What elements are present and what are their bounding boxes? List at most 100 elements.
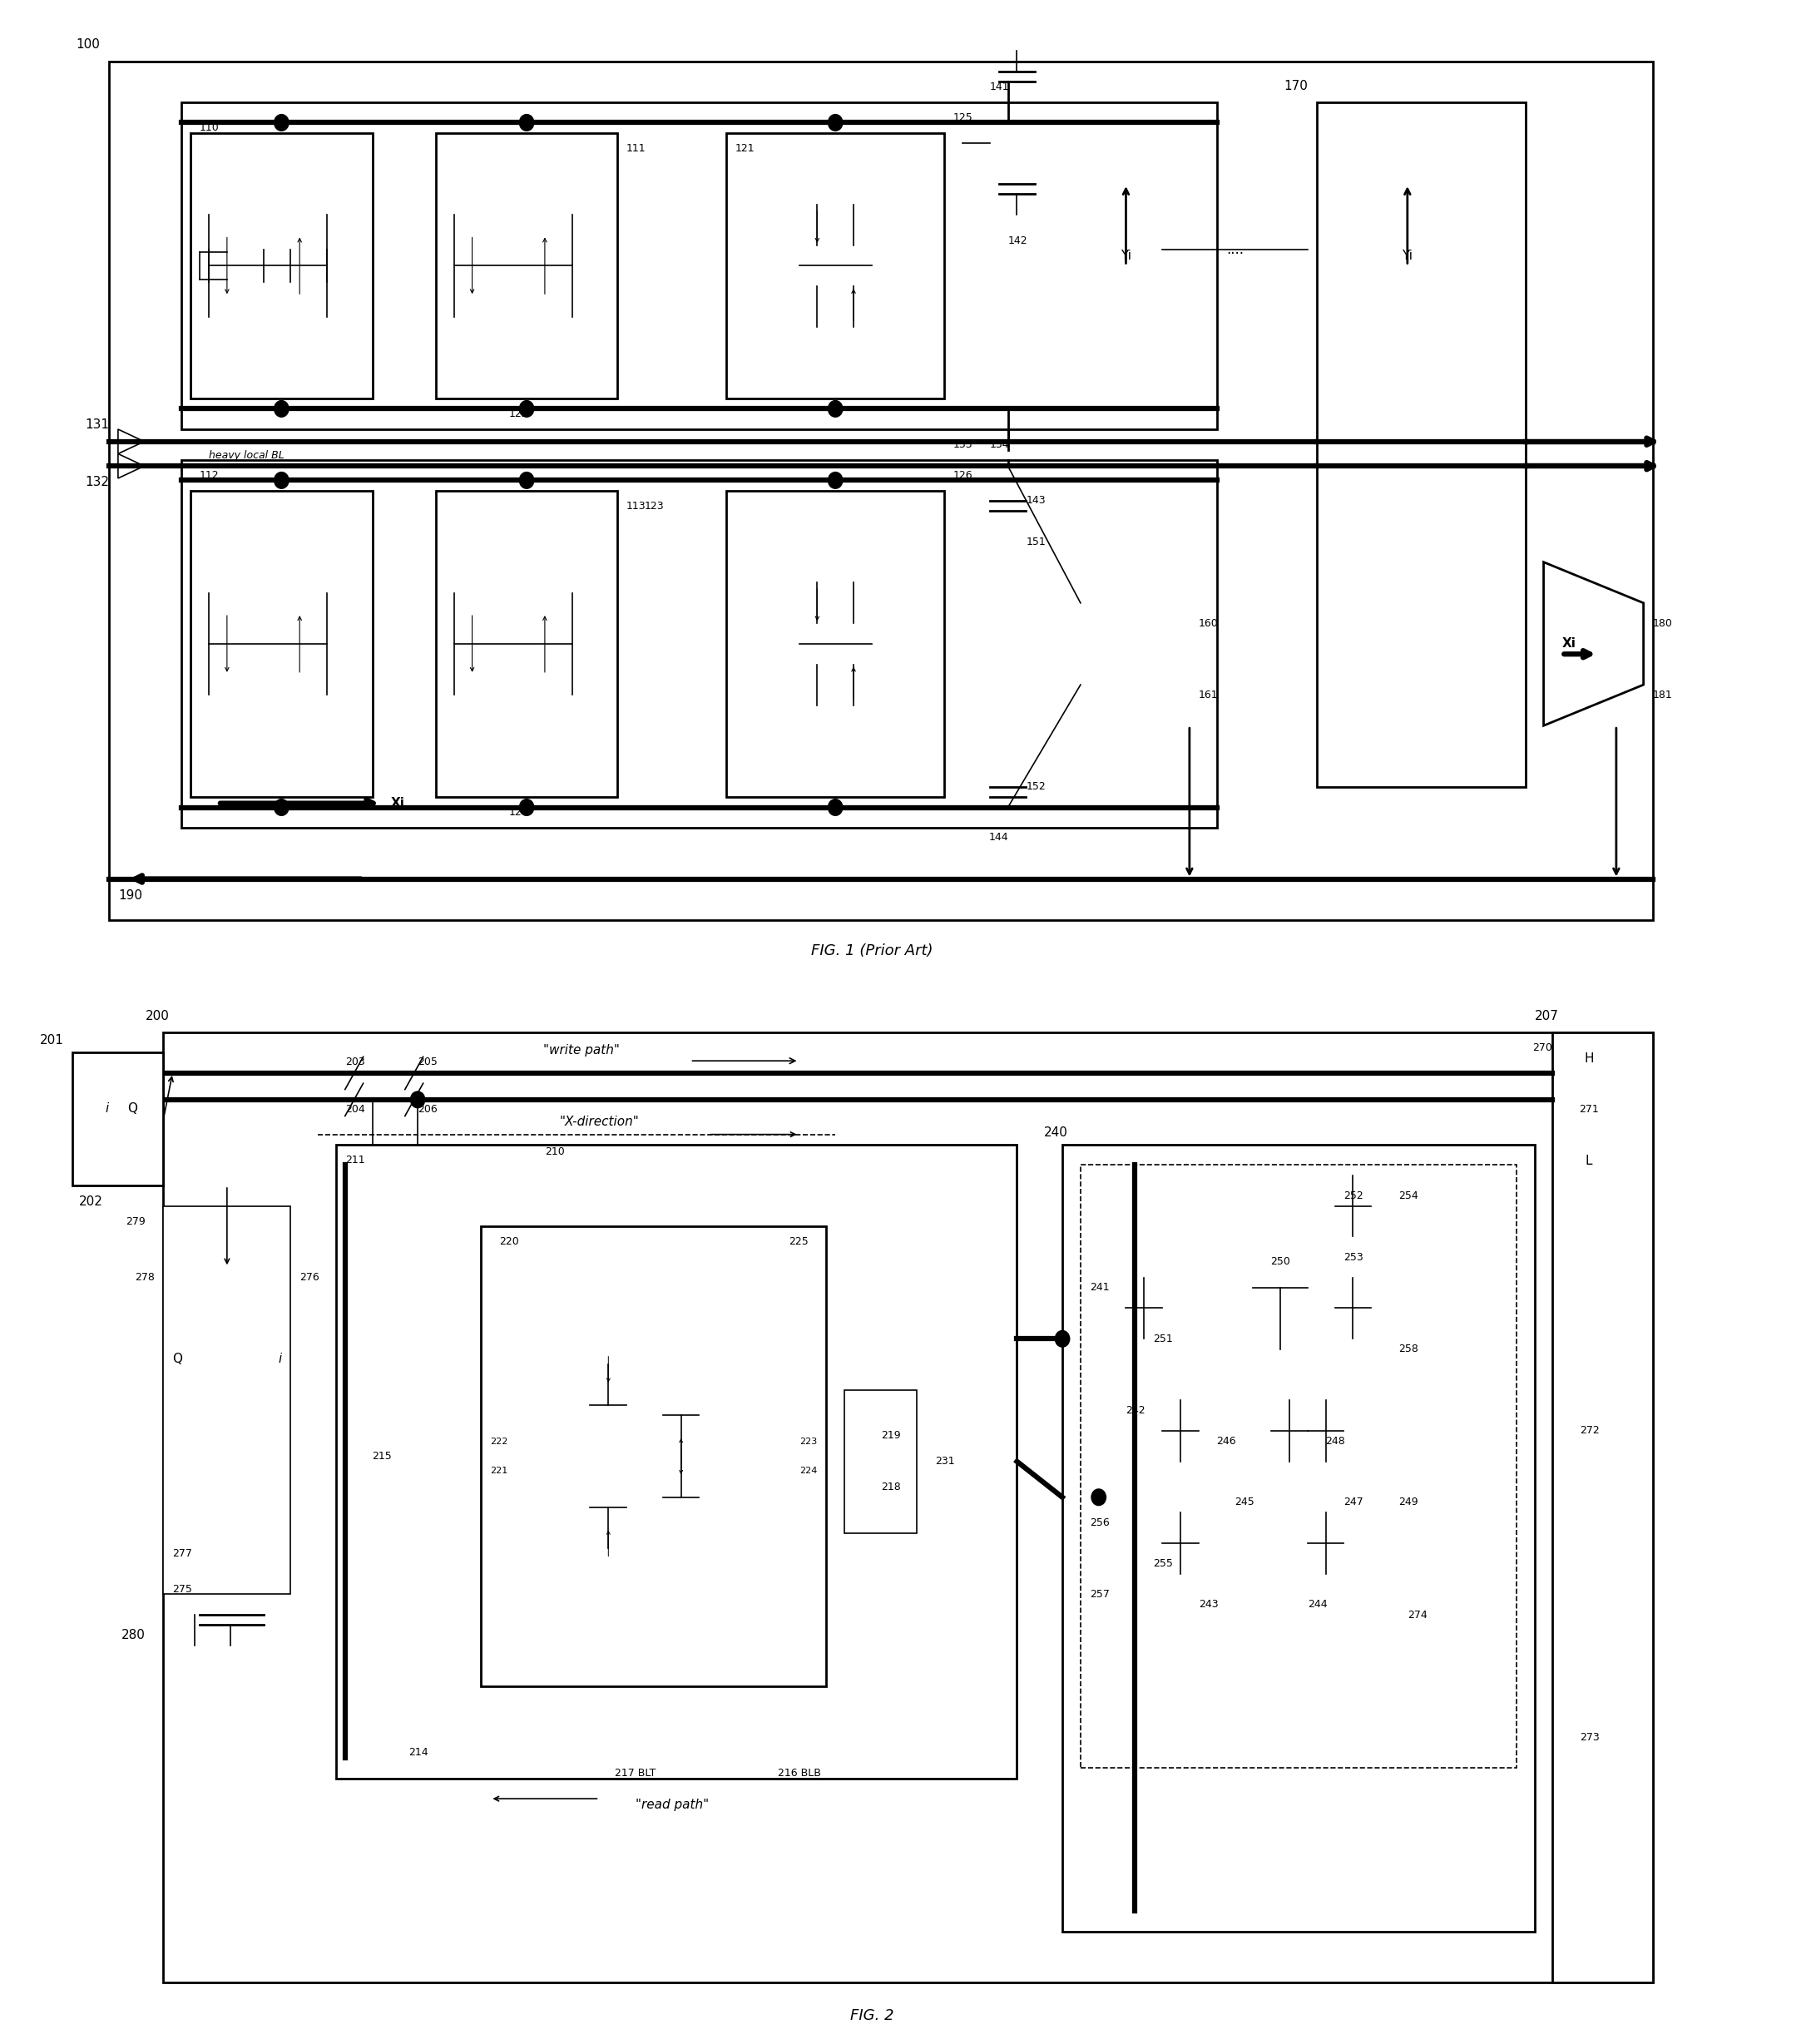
Circle shape (519, 114, 534, 131)
Text: 222: 222 (490, 1437, 508, 1447)
Text: 276: 276 (300, 1271, 320, 1284)
Text: 201: 201 (40, 1034, 64, 1047)
Text: 242: 242 (1126, 1404, 1146, 1416)
Text: 122: 122 (508, 409, 528, 419)
Text: 270: 270 (1533, 1042, 1553, 1053)
Text: 278: 278 (134, 1271, 154, 1284)
Text: 253: 253 (1344, 1251, 1364, 1263)
Bar (191, 133, 372, 399)
Bar (436, 133, 617, 399)
Bar (726, 133, 944, 399)
Text: 100: 100 (76, 39, 100, 51)
Circle shape (274, 401, 289, 417)
Text: 204: 204 (345, 1104, 365, 1114)
Text: Q: Q (173, 1353, 182, 1365)
Text: 132: 132 (85, 476, 109, 489)
Circle shape (274, 114, 289, 131)
Text: 160: 160 (1199, 617, 1219, 630)
Text: 205: 205 (418, 1057, 438, 1067)
Circle shape (1055, 1331, 1070, 1347)
Circle shape (519, 472, 534, 489)
Text: 123: 123 (645, 501, 665, 511)
Circle shape (274, 799, 289, 816)
Text: i: i (105, 1102, 109, 1116)
Text: 257: 257 (1090, 1588, 1110, 1600)
Text: 141: 141 (990, 82, 1010, 92)
Circle shape (828, 401, 843, 417)
Bar (73, 1053, 163, 1186)
Text: 241: 241 (1090, 1282, 1110, 1294)
Text: Q: Q (127, 1102, 136, 1116)
Text: 133: 133 (953, 439, 973, 450)
Text: 244: 244 (1308, 1598, 1327, 1611)
Text: 113: 113 (627, 501, 646, 511)
Text: 134: 134 (990, 439, 1010, 450)
Text: 131: 131 (85, 419, 109, 431)
Text: 190: 190 (118, 889, 142, 901)
Text: Xi: Xi (390, 797, 405, 809)
Circle shape (519, 401, 534, 417)
Text: 161: 161 (1199, 689, 1219, 701)
Text: 215: 215 (372, 1451, 392, 1461)
Text: Yi: Yi (1402, 249, 1413, 262)
Text: 216 BLB: 216 BLB (777, 1768, 821, 1778)
Text: 110: 110 (200, 123, 220, 133)
Text: 180: 180 (1653, 617, 1673, 630)
Text: 203: 203 (345, 1057, 365, 1067)
Text: 142: 142 (1008, 235, 1028, 245)
Text: 273: 273 (1580, 1731, 1600, 1744)
Bar (163, 1206, 291, 1594)
Text: 272: 272 (1580, 1425, 1600, 1437)
Text: 206: 206 (418, 1104, 438, 1114)
Text: 247: 247 (1344, 1496, 1364, 1508)
Text: 223: 223 (799, 1437, 817, 1447)
Bar (336, 1145, 1017, 1778)
Text: 243: 243 (1199, 1598, 1219, 1611)
Text: L: L (1585, 1155, 1593, 1167)
Text: 245: 245 (1235, 1496, 1255, 1508)
Text: 152: 152 (1026, 781, 1046, 793)
Text: FIG. 2: FIG. 2 (850, 2009, 893, 2024)
Text: "write path": "write path" (543, 1044, 619, 1057)
Circle shape (828, 799, 843, 816)
Bar (182, 460, 1217, 828)
Text: i: i (278, 1353, 281, 1365)
Text: 210: 210 (545, 1147, 565, 1157)
Text: 246: 246 (1217, 1435, 1237, 1447)
Bar (726, 491, 944, 797)
Text: 202: 202 (78, 1196, 104, 1208)
Text: 211: 211 (345, 1155, 365, 1165)
Text: 125: 125 (953, 112, 973, 123)
Circle shape (274, 472, 289, 489)
Text: 219: 219 (881, 1431, 901, 1441)
Bar (1553, 1032, 1653, 1983)
Text: 277: 277 (173, 1547, 192, 1560)
Text: 274: 274 (1407, 1609, 1427, 1621)
Text: H: H (1584, 1053, 1594, 1065)
Circle shape (828, 114, 843, 131)
Text: 280: 280 (122, 1629, 145, 1641)
Text: 254: 254 (1398, 1190, 1418, 1202)
Text: 250: 250 (1271, 1257, 1289, 1267)
Text: 252: 252 (1344, 1190, 1364, 1202)
Bar (163, 1032, 1653, 1983)
Text: 218: 218 (881, 1482, 901, 1492)
Text: 240: 240 (1044, 1126, 1068, 1139)
Bar (1317, 102, 1525, 787)
Text: 221: 221 (490, 1468, 508, 1476)
Text: 207: 207 (1535, 1010, 1558, 1022)
Text: 170: 170 (1284, 80, 1308, 92)
Text: Yi: Yi (1120, 249, 1131, 262)
Circle shape (410, 1091, 425, 1108)
Text: ....: .... (1226, 241, 1244, 258)
Text: 258: 258 (1398, 1343, 1418, 1355)
Text: heavy local BL: heavy local BL (209, 450, 285, 460)
Text: 249: 249 (1398, 1496, 1418, 1508)
Circle shape (828, 472, 843, 489)
Circle shape (519, 799, 534, 816)
Text: 251: 251 (1153, 1333, 1173, 1345)
Text: "read path": "read path" (636, 1799, 708, 1811)
Text: FIG. 1 (Prior Art): FIG. 1 (Prior Art) (810, 942, 933, 959)
Text: 224: 224 (799, 1468, 817, 1476)
Text: 181: 181 (1653, 689, 1673, 701)
